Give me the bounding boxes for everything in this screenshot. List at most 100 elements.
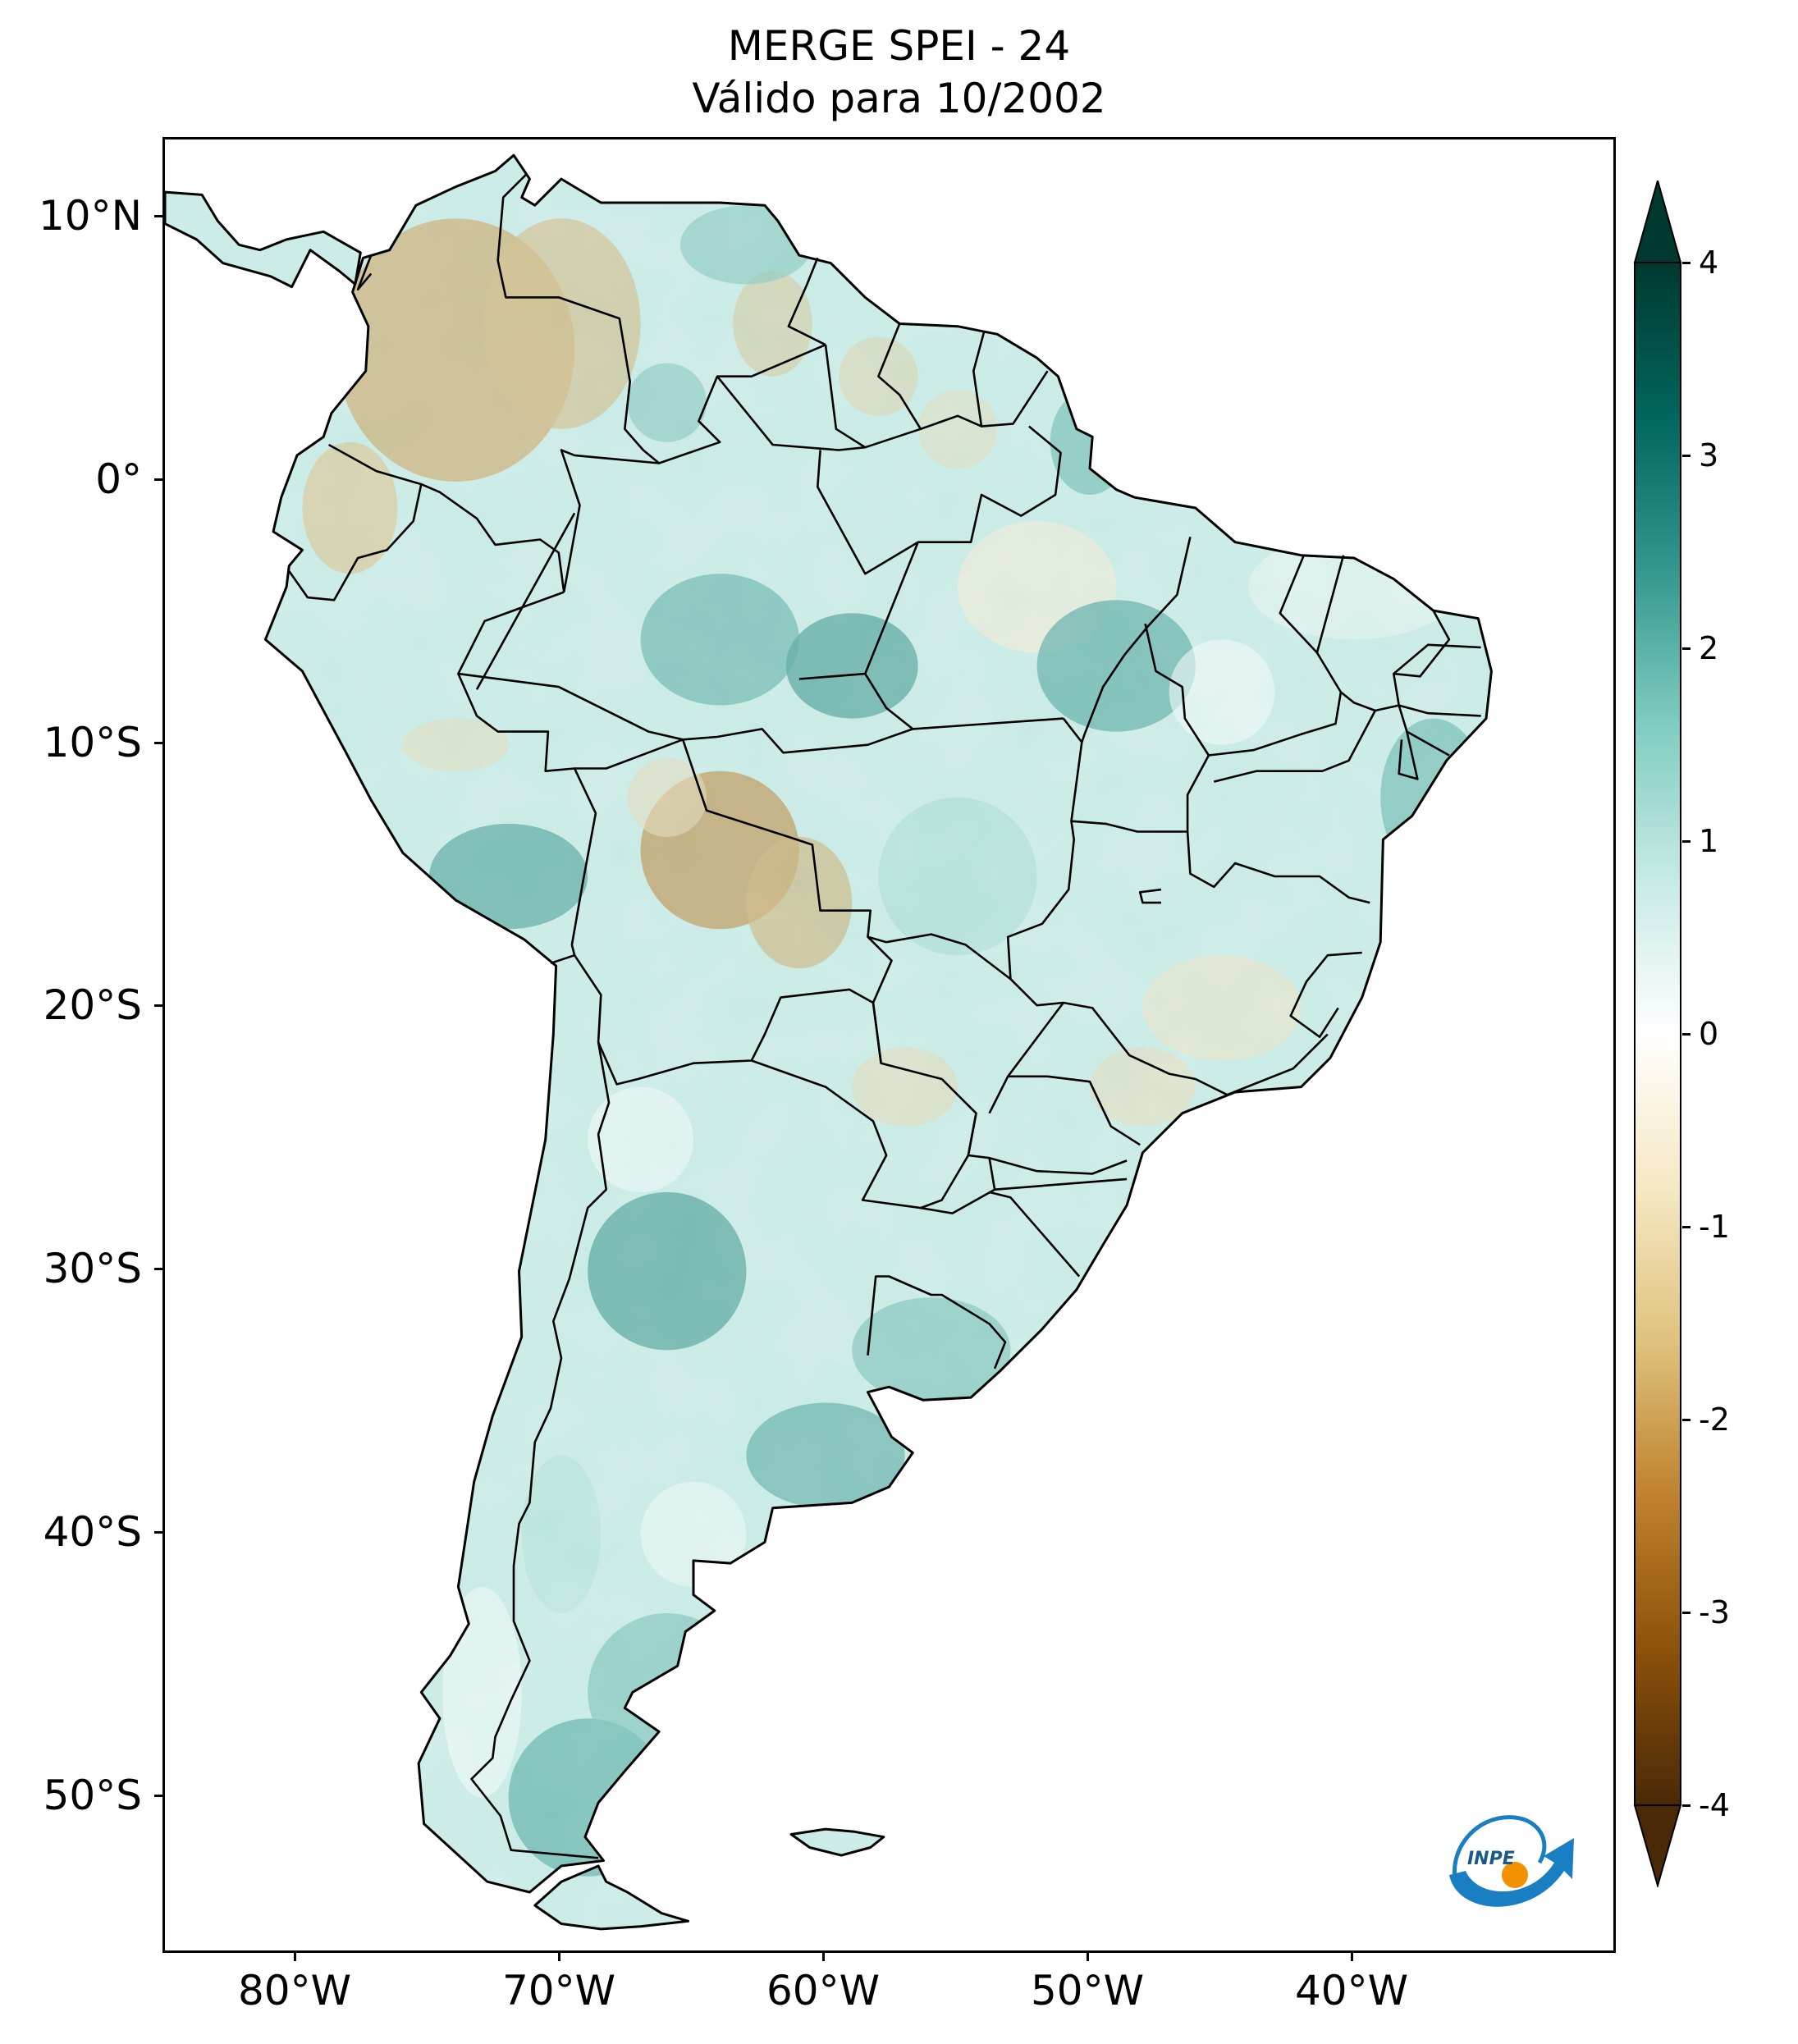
spei-field: [165, 155, 1492, 1929]
lat-tick: [154, 215, 162, 218]
border-line: [1315, 555, 1345, 653]
lat-label: 30°S: [43, 1245, 142, 1293]
border-line: [787, 257, 826, 346]
map-canvas: [165, 153, 1493, 1931]
lat-label: 20°S: [43, 981, 142, 1030]
border-line: [682, 673, 914, 754]
lat-tick: [154, 1530, 162, 1534]
spei-patch: [1393, 836, 1473, 969]
border-line: [967, 1113, 977, 1156]
border-line: [1226, 1033, 1329, 1096]
inpe-logo: INPE: [1449, 1815, 1574, 1907]
border-line: [988, 1075, 1141, 1146]
logo-text: INPE: [1467, 1849, 1515, 1869]
lat-tick: [154, 1794, 162, 1797]
colorbar: [1633, 181, 1682, 1887]
lat-label: 10°S: [43, 718, 142, 766]
lon-tick: [1087, 1953, 1089, 1961]
lat-label: 0°: [95, 455, 142, 503]
border-line: [867, 935, 887, 944]
border-line: [1123, 537, 1192, 656]
border-line: [981, 370, 1049, 428]
coastline: [165, 190, 362, 289]
lon-tick: [558, 1953, 560, 1961]
colorbar-label: 2: [1699, 630, 1719, 666]
lon-tick: [1351, 1953, 1353, 1961]
lon-label: 70°W: [501, 1967, 616, 2014]
colorbar-body: [1634, 262, 1681, 1806]
coastline: [789, 1827, 885, 1857]
border-line: [1186, 754, 1210, 832]
colorbar-extend-top: [1633, 181, 1682, 263]
border-line: [288, 483, 423, 601]
border-line: [798, 672, 866, 680]
map-title: MERGE SPEI - 24: [727, 22, 1071, 70]
border-line: [1398, 731, 1419, 780]
border-line: [327, 443, 565, 592]
colorbar-label: 4: [1699, 245, 1719, 281]
border-line: [1393, 643, 1481, 675]
lat-tick: [154, 741, 162, 744]
border-line: [1213, 710, 1376, 783]
colorbar-label: -2: [1699, 1402, 1730, 1438]
lat-tick: [154, 1268, 162, 1271]
border-line: [989, 1156, 1128, 1175]
border-line: [867, 1275, 1007, 1370]
border-line: [1186, 831, 1370, 904]
colorbar-label: 1: [1699, 823, 1719, 859]
border-line: [1138, 888, 1162, 904]
coastline: [533, 1864, 690, 1931]
border-line: [824, 323, 922, 449]
coastline: [263, 153, 1493, 1894]
lon-label: 40°W: [1294, 1967, 1409, 2014]
colorbar-tick: [1682, 1033, 1690, 1036]
border-line: [496, 172, 644, 451]
border-line: [1144, 623, 1210, 757]
border-line: [994, 1177, 1128, 1191]
south-america-land: [165, 155, 1492, 1929]
map-frame: [162, 137, 1616, 1953]
border-line: [658, 344, 826, 464]
border-line: [470, 1041, 611, 1859]
border-line: [885, 933, 1012, 981]
colorbar-tick: [1682, 1612, 1690, 1614]
border-line: [475, 512, 576, 690]
border-line: [989, 1191, 1081, 1278]
map-subtitle: Válido para 10/2002: [692, 75, 1106, 122]
colorbar-tick: [1682, 647, 1690, 650]
colorbar-tick: [1682, 1226, 1690, 1228]
colorbar-label: -3: [1699, 1594, 1730, 1630]
colorbar-extend-bottom: [1633, 1804, 1682, 1887]
border-line: [1340, 691, 1481, 717]
border-line: [864, 425, 1062, 674]
colorbar-tick: [1682, 1804, 1690, 1807]
colorbar-tick: [1682, 455, 1690, 457]
lat-tick: [154, 478, 162, 481]
border-line: [574, 738, 893, 1004]
border-line: [817, 450, 919, 575]
colorbar-tick: [1682, 840, 1690, 843]
lon-tick: [822, 1953, 825, 1961]
border-line: [1071, 820, 1188, 833]
border-line: [356, 254, 373, 291]
border-line: [560, 449, 661, 592]
lon-label: 80°W: [237, 1967, 352, 2014]
colorbar-label: -1: [1699, 1209, 1730, 1245]
colorbar-tick: [1682, 262, 1690, 264]
border-line: [458, 672, 684, 741]
border-line: [574, 954, 874, 1086]
country-borders: [165, 153, 1493, 1931]
border-line: [872, 1002, 882, 1063]
lon-label: 50°W: [1030, 1967, 1145, 2014]
colorbar-label: -4: [1699, 1787, 1730, 1823]
border-line: [1208, 555, 1343, 757]
lat-label: 10°N: [38, 192, 142, 240]
lon-tick: [294, 1953, 296, 1961]
spei-texture: [165, 155, 1492, 1929]
border-line: [1081, 654, 1125, 743]
colorbar-label: 0: [1699, 1016, 1719, 1052]
border-line: [913, 717, 1064, 730]
border-line: [751, 1002, 977, 1209]
border-line: [1393, 610, 1451, 706]
border-line: [716, 375, 866, 451]
